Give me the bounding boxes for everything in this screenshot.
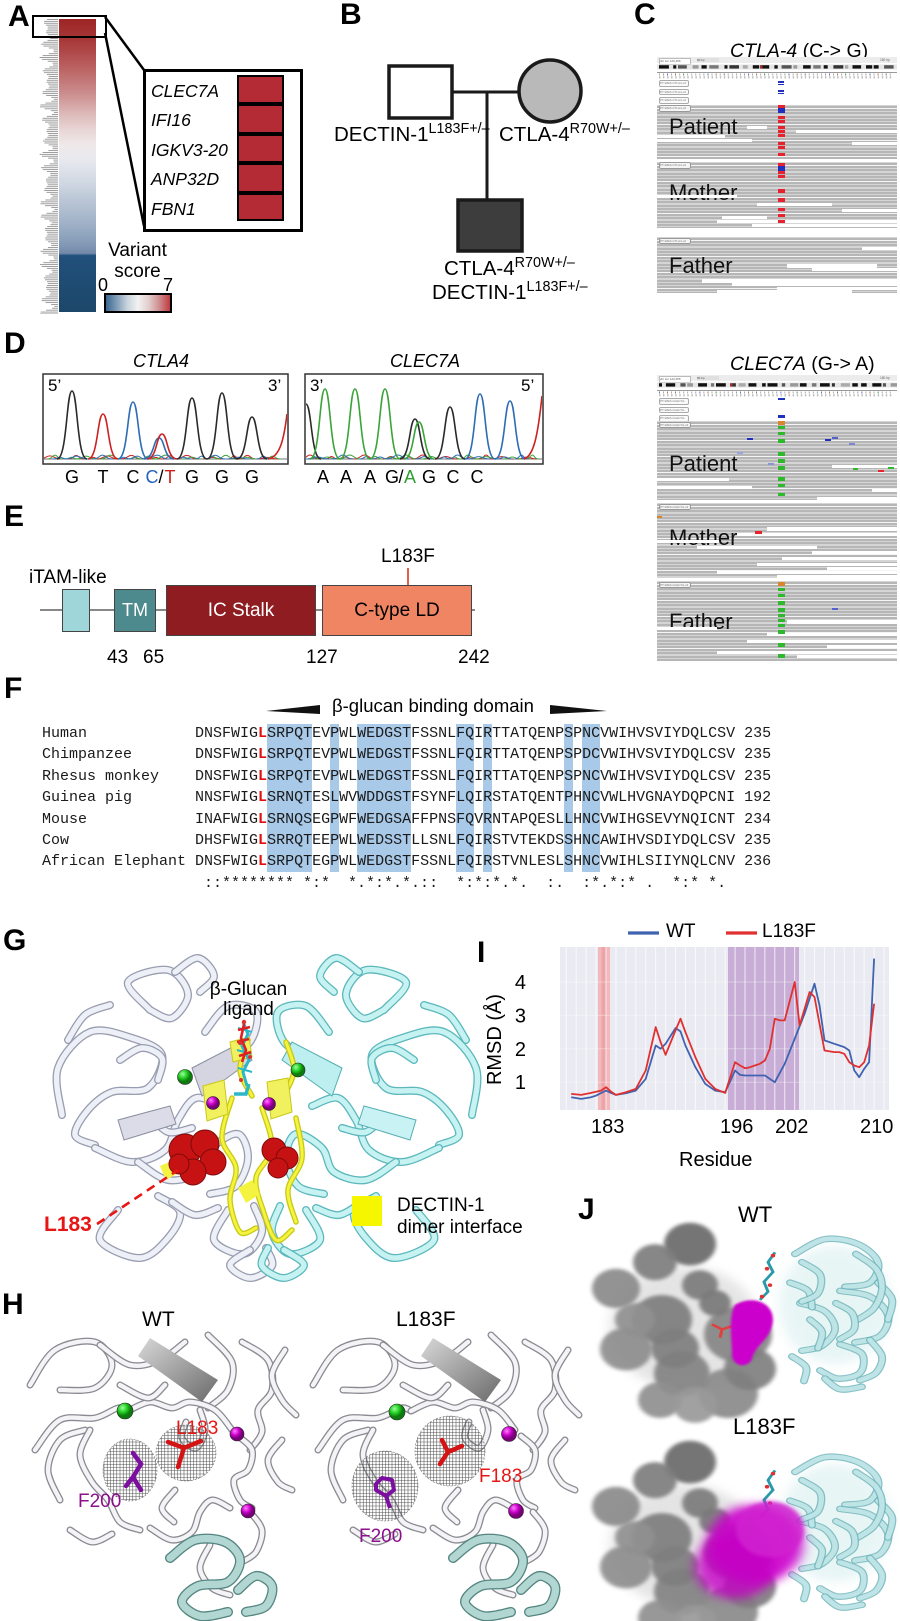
svg-text:3: 3 [515, 1005, 526, 1027]
svg-text:1: 1 [515, 1072, 526, 1094]
svg-text:2: 2 [515, 1039, 526, 1061]
svg-text:4: 4 [515, 972, 526, 994]
